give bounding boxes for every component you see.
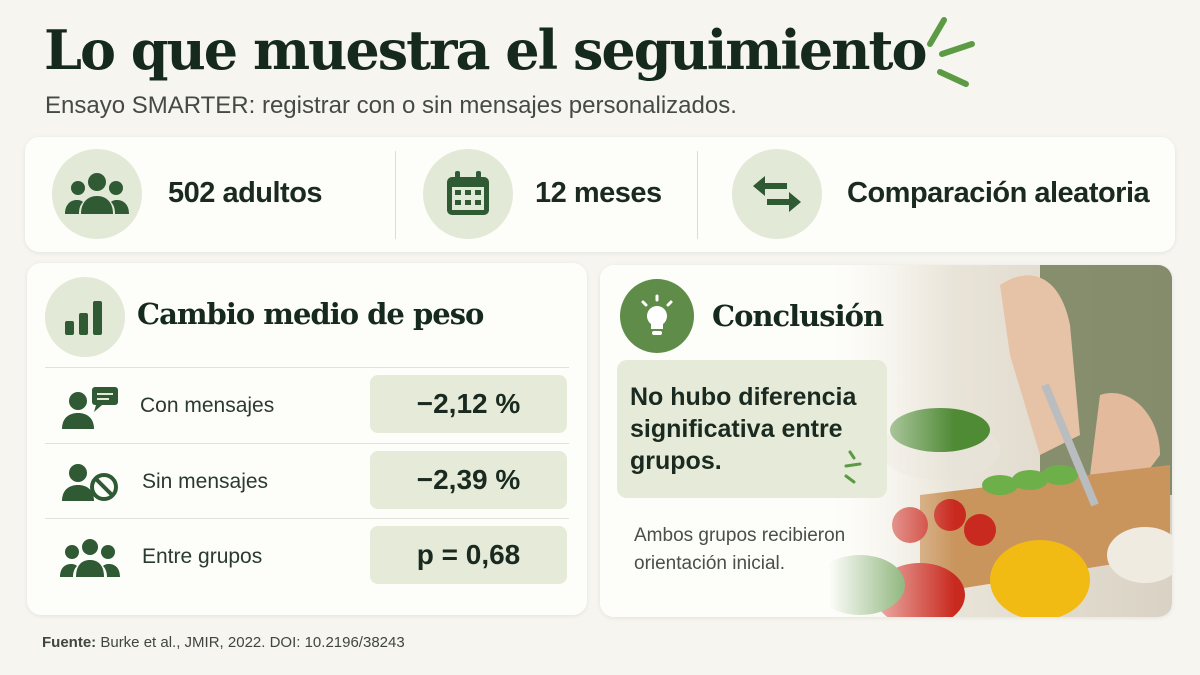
row-value: −2,12 % [370,375,567,433]
panel-title: Cambio medio de peso [137,297,484,331]
stat-label: 12 meses [535,177,662,209]
stat-label: Comparación aleatoria [847,177,1150,209]
people-icon [52,149,142,239]
title-accent [927,17,975,87]
calendar-icon [423,149,513,239]
conclusion-panel: Conclusión No hubo diferencia significat… [600,265,1172,617]
chart-icon [45,277,125,357]
weight-panel: Cambio medio de peso Con mensajes −2,12 … [27,263,587,615]
row-label: Entre grupos [142,545,263,568]
row-value: −2,39 % [370,451,567,509]
message-icon [62,387,118,429]
title: Lo que muestra el seguimiento [44,18,927,82]
stat-label: 502 adultos [168,177,323,209]
separator [45,367,569,368]
conclusion-note: Ambos grupos recibieron orientación inic… [634,525,846,574]
no-message-icon [62,464,118,501]
groups-icon [60,539,120,577]
source-label: Fuente: [42,634,97,651]
row-value: p = 0,68 [370,526,567,584]
subtitle: Ensayo SMARTER: registrar con o sin mens… [45,92,737,119]
row-label: Con mensajes [140,394,275,417]
panel-title: Conclusión [712,299,884,333]
conclusion-text: No hubo diferencia significativa entre g… [630,383,857,475]
row-label: Sin mensajes [142,470,269,493]
bulb-icon [620,279,694,353]
divider [395,151,396,239]
swap-icon [732,149,822,239]
accent [844,450,862,484]
source: Fuente: Burke et al., JMIR, 2022. DOI: 1… [42,634,405,651]
divider [697,151,698,239]
separator [45,443,569,444]
conclusion-box: No hubo diferencia significativa entre g… [617,360,887,498]
stats-card: 502 adultos 12 meses Comparación aleator… [25,137,1175,252]
separator [45,518,569,519]
source-text: Burke et al., JMIR, 2022. DOI: 10.2196/3… [100,634,405,651]
